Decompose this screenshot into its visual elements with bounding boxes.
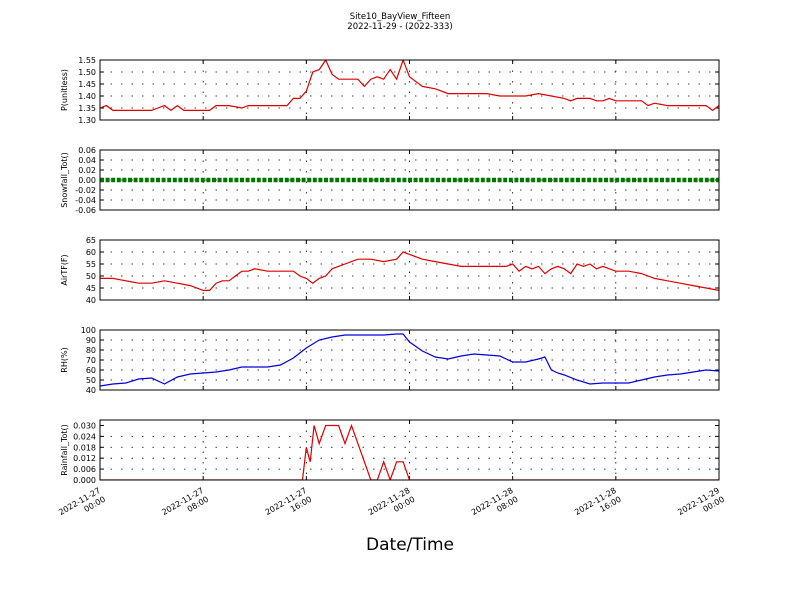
y-tick-label: 45	[86, 284, 96, 293]
y-tick-label: 1.45	[78, 80, 96, 89]
y-tick-label: 60	[86, 248, 96, 257]
y-tick-label: 55	[86, 260, 96, 269]
y-tick-label: 1.35	[78, 104, 96, 113]
y-tick-label: 0.04	[78, 156, 96, 165]
y-axis-label: AirTF(F)	[60, 254, 69, 285]
y-tick-label: 40	[86, 296, 96, 305]
y-axis-label: Snowfall_Tot()	[60, 152, 69, 208]
y-axis-label: RH(%)	[60, 347, 69, 372]
series-line	[100, 60, 719, 112]
y-tick-label: 1.55	[78, 56, 96, 65]
panel-2: -0.06-0.04-0.020.000.020.040.06 Snowfall_…	[60, 146, 720, 215]
y-axis-label: Rainfall_Tot()	[60, 424, 69, 476]
x-tick-label: 2022-11-2816:00	[573, 486, 623, 526]
y-tick-label: 65	[86, 236, 96, 245]
y-tick-label: 100	[81, 326, 96, 335]
x-axis-tick-labels: 2022-11-2700:00 2022-11-2708:00 2022-11-27…	[57, 486, 726, 526]
y-tick-label: 0.06	[78, 146, 96, 155]
y-tick-label: 50	[86, 272, 96, 281]
y-tick-label: 0.00	[78, 176, 96, 185]
series-line	[100, 423, 719, 480]
x-tick-label: 2022-11-2808:00	[470, 486, 520, 526]
panel-frame	[99, 149, 720, 211]
y-tick-label: 70	[86, 356, 96, 365]
chart-title: Site10_BayView_Fifteen	[350, 12, 451, 22]
panel-1: 1.30 1.35 1.40 1.45 1.50 1.55 P(unitless)	[60, 56, 720, 125]
y-tick-label: -0.02	[75, 186, 96, 195]
y-tick-label: 0.000	[73, 476, 96, 485]
y-tick-label: 80	[86, 346, 96, 355]
y-tick-label: 0.018	[73, 443, 96, 452]
x-tick-label: 2022-11-2700:00	[57, 486, 107, 526]
panel-3: 40 45 50 55 60 65 AirTF(F)	[60, 236, 720, 305]
x-axis-label: Date/Time	[366, 535, 454, 555]
y-tick-label: 1.30	[78, 116, 96, 125]
x-tick-label: 2022-11-2708:00	[160, 486, 210, 526]
panel-5: 0.000 0.006 0.012 0.018 0.024 0.030 Rainfall_T…	[60, 419, 720, 485]
y-tick-label: 0.030	[73, 421, 96, 430]
x-tick-label: 2022-11-2900:00	[676, 486, 726, 526]
series-line	[100, 251, 719, 291]
panels: 1.30 1.35 1.40 1.45 1.50 1.55 P(unitless) -0.06…	[60, 56, 720, 485]
x-tick-label: 2022-11-2800:00	[367, 486, 417, 526]
panel-frame	[99, 239, 720, 301]
panel-frame	[99, 329, 720, 391]
y-tick-label: 0.024	[73, 432, 96, 441]
y-tick-label: 1.40	[78, 92, 96, 101]
y-tick-label: 0.006	[73, 465, 96, 474]
y-tick-label: 40	[86, 386, 96, 395]
y-tick-label: -0.06	[75, 206, 96, 215]
series-line	[100, 333, 719, 387]
x-tick-label: 2022-11-2716:00	[264, 486, 314, 526]
y-tick-label: 50	[86, 376, 96, 385]
y-tick-label: 60	[86, 366, 96, 375]
y-tick-label: 0.012	[73, 454, 96, 463]
y-tick-label: -0.04	[75, 196, 96, 205]
y-tick-label: 90	[86, 336, 96, 345]
panel-frame	[99, 59, 720, 121]
y-tick-label: 0.02	[78, 166, 96, 175]
y-tick-label: 1.50	[78, 68, 96, 77]
panel-frame	[99, 419, 720, 481]
y-axis-label: P(unitless)	[60, 69, 69, 111]
chart-subtitle: 2022-11-29 - (2022-333)	[347, 22, 452, 32]
